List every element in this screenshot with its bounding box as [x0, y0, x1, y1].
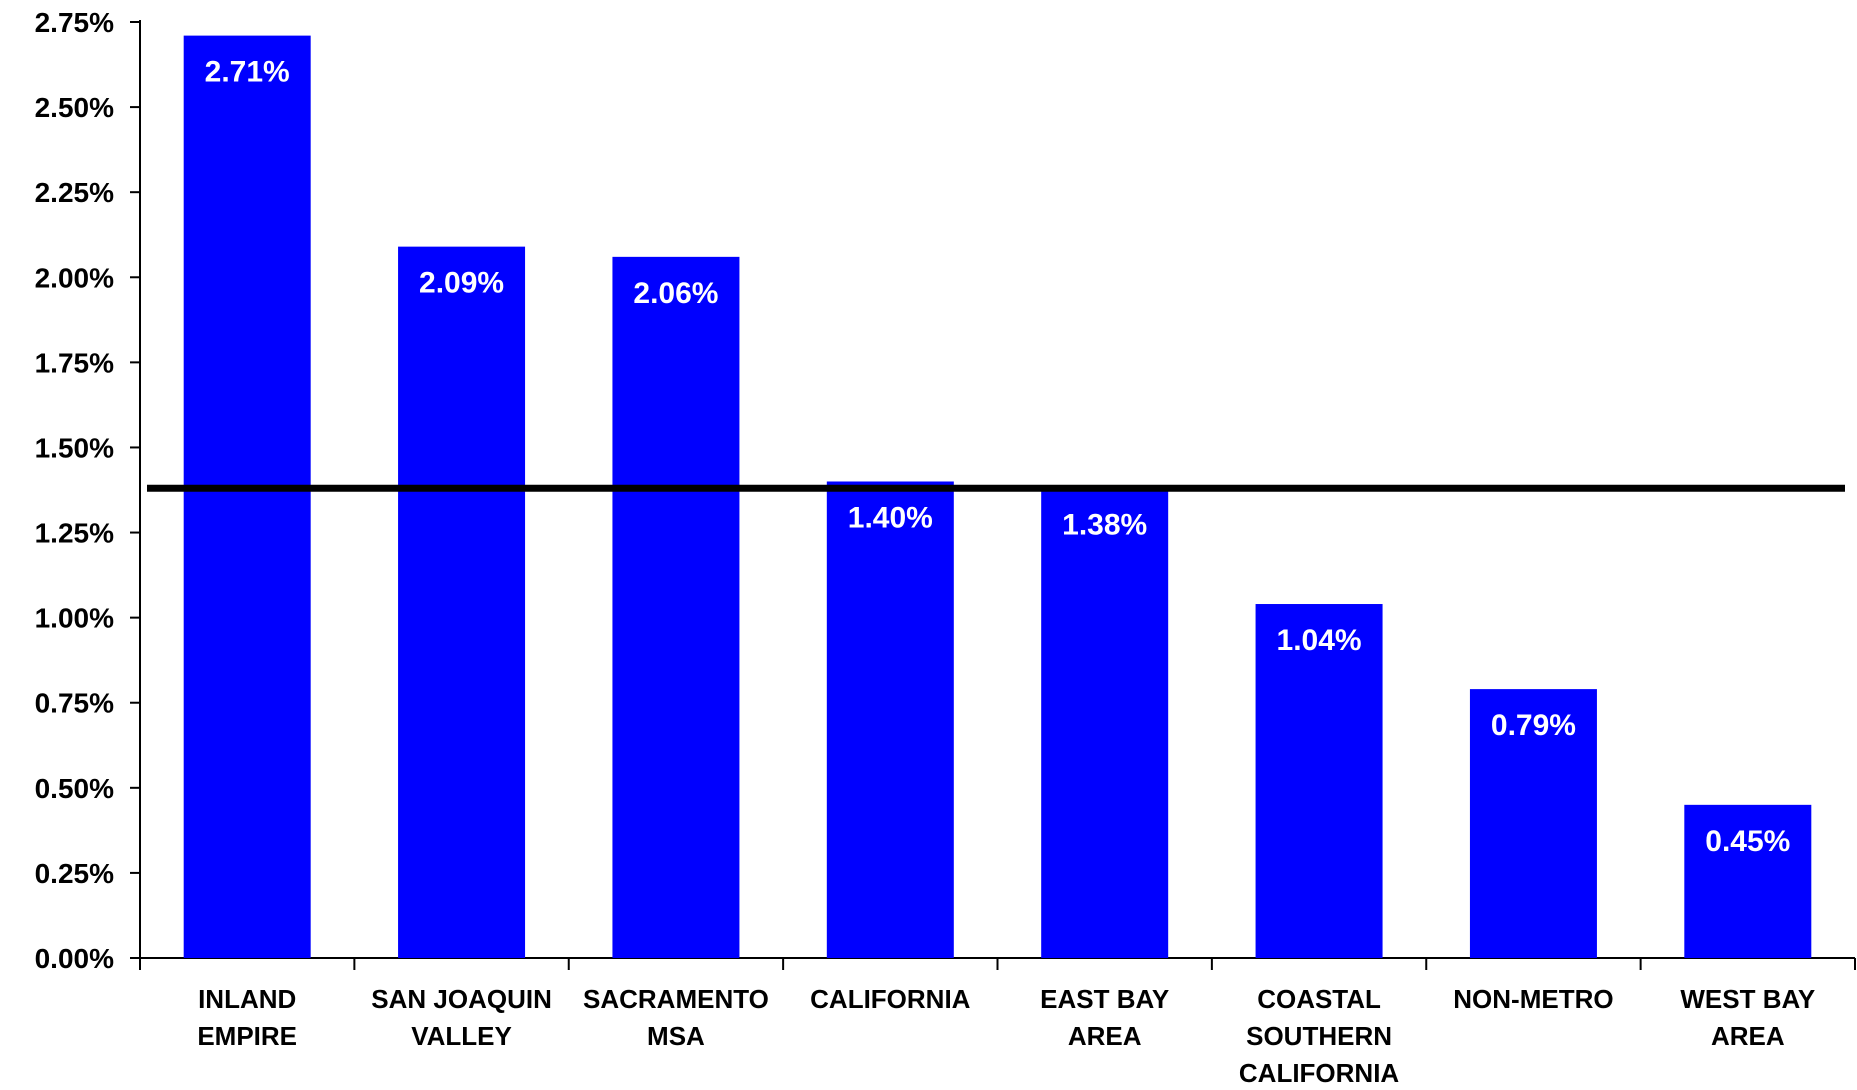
data-label: 0.79% [1491, 709, 1576, 742]
y-tick-label: 0.00% [35, 943, 114, 974]
x-tick-label: MSA [647, 1021, 705, 1051]
x-tick-label: SAN JOAQUIN [371, 984, 552, 1014]
y-tick-label: 2.00% [35, 262, 114, 293]
x-tick-label: VALLEY [411, 1021, 512, 1051]
data-label: 1.04% [1277, 624, 1362, 657]
y-tick-label: 2.25% [35, 177, 114, 208]
x-tick-label: AREA [1068, 1021, 1142, 1051]
bar [1469, 689, 1597, 958]
y-tick-label: 0.50% [35, 773, 114, 804]
y-tick-label: 1.00% [35, 603, 114, 634]
x-tick-label: EMPIRE [197, 1021, 297, 1051]
data-label: 2.06% [633, 277, 718, 310]
y-tick-label: 0.25% [35, 858, 114, 889]
data-label: 1.40% [848, 501, 933, 534]
x-tick-label: CALIFORNIA [810, 984, 971, 1014]
x-tick-label: COASTAL [1257, 984, 1381, 1014]
bar [183, 35, 311, 958]
y-tick-label: 1.50% [35, 432, 114, 463]
y-tick-label: 2.75% [35, 7, 114, 38]
bar [612, 256, 740, 958]
data-label: 2.09% [419, 267, 504, 300]
x-tick-label: SOUTHERN [1246, 1021, 1392, 1051]
bar [1684, 804, 1812, 958]
y-tick-label: 1.25% [35, 518, 114, 549]
bar [826, 481, 954, 958]
x-tick-label: INLAND [198, 984, 296, 1014]
y-tick-label: 1.75% [35, 347, 114, 378]
y-tick-label: 2.50% [35, 92, 114, 123]
data-label: 2.71% [205, 56, 290, 89]
x-tick-label: EAST BAY [1040, 984, 1169, 1014]
x-tick-label: AREA [1711, 1021, 1785, 1051]
bar [1041, 488, 1169, 958]
x-tick-label: WEST BAY [1680, 984, 1815, 1014]
y-tick-label: 0.75% [35, 688, 114, 719]
data-label: 0.45% [1705, 825, 1790, 858]
data-label: 1.38% [1062, 508, 1147, 541]
x-tick-label: SACRAMENTO [583, 984, 769, 1014]
x-tick-label: NON-METRO [1453, 984, 1613, 1014]
bar [398, 246, 526, 958]
bar [1255, 604, 1383, 958]
x-tick-label: CALIFORNIA [1239, 1058, 1400, 1085]
